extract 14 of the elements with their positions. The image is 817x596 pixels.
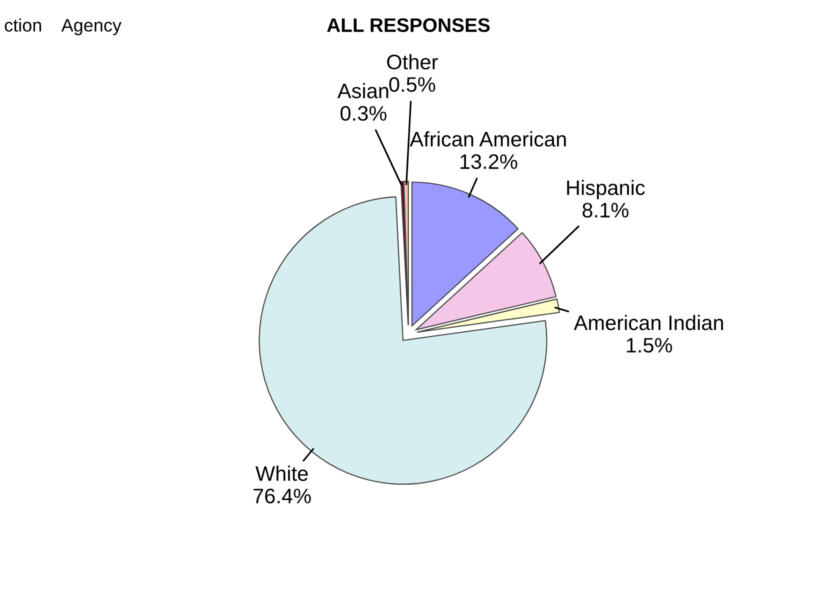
data-label: 76.4% <box>254 488 311 504</box>
data-label: 1.5% <box>626 338 672 353</box>
data-label: 13.2% <box>460 154 518 170</box>
text: ction Agency <box>4 18 122 36</box>
data-label: 8.1% <box>582 202 628 218</box>
slice-label: White <box>256 466 308 481</box>
data-label: 0.3% <box>340 106 386 121</box>
slice-label: Asian <box>337 83 388 98</box>
chart-title: ALL RESPONSES <box>327 18 490 32</box>
slice-label: African American <box>410 131 566 147</box>
slice-label: American Indian <box>574 314 723 330</box>
data-label: 0.5% <box>389 77 436 92</box>
slice-label: Hispanic <box>567 180 645 200</box>
slice-label: Other <box>387 54 438 70</box>
